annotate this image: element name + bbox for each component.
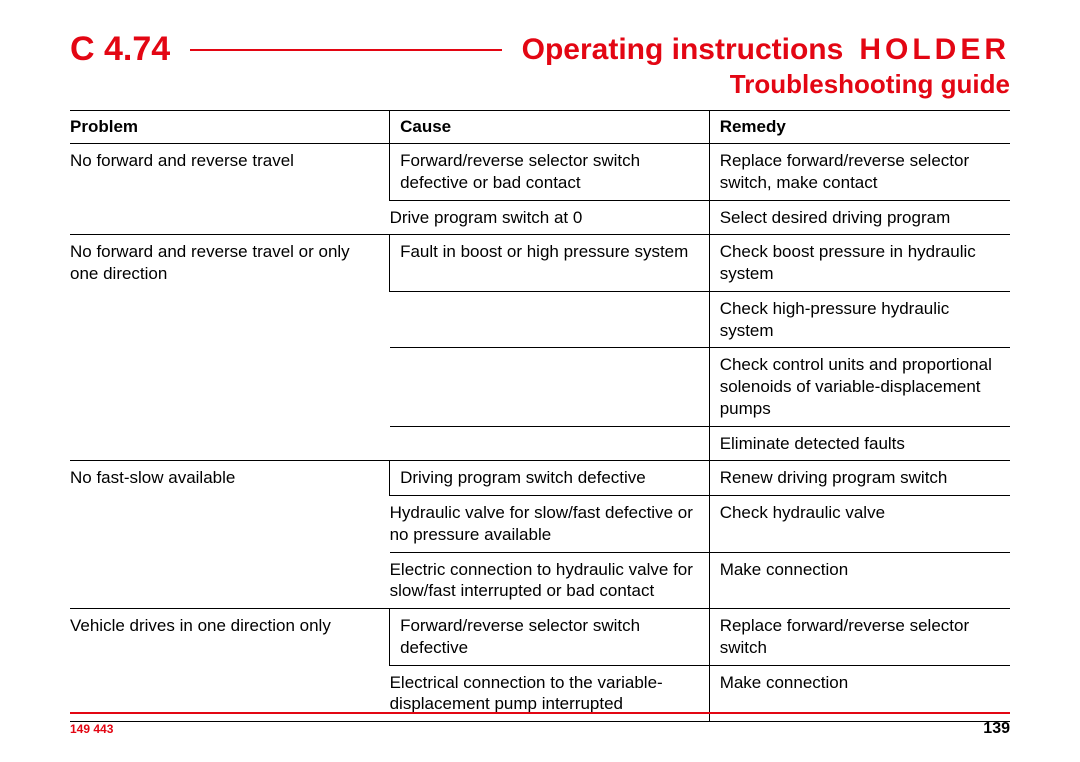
cell-remedy: Check boost pressure in hydraulic system <box>709 235 1010 292</box>
cell-cause <box>390 426 710 461</box>
cell-cause: Hydraulic valve for slow/fast defective … <box>390 496 710 553</box>
cell-cause: Driving program switch defective <box>390 461 710 496</box>
document-id: 149 443 <box>70 722 113 736</box>
cell-remedy: Check control units and proportional sol… <box>709 348 1010 426</box>
table-header-row: Problem Cause Remedy <box>70 111 1010 144</box>
cell-remedy: Check high-pressure hydraulic system <box>709 291 1010 348</box>
table-row: No forward and reverse travelForward/rev… <box>70 144 1010 201</box>
cell-cause: Drive program switch at 0 <box>390 200 710 235</box>
col-remedy: Remedy <box>709 111 1010 144</box>
cell-cause: Forward/reverse selector switch defectiv… <box>390 609 710 666</box>
cell-remedy: Check hydraulic valve <box>709 496 1010 553</box>
footer-rule <box>70 712 1010 714</box>
cell-remedy: Select desired driving program <box>709 200 1010 235</box>
cell-remedy: Renew driving program switch <box>709 461 1010 496</box>
cell-problem: Vehicle drives in one direction only <box>70 609 390 722</box>
cell-problem: No fast-slow available <box>70 461 390 609</box>
cell-cause <box>390 348 710 426</box>
col-problem: Problem <box>70 111 390 144</box>
cell-remedy: Replace forward/reverse selector switch,… <box>709 144 1010 201</box>
table-body: No forward and reverse travelForward/rev… <box>70 144 1010 722</box>
cell-problem: No forward and reverse travel or only on… <box>70 235 390 461</box>
document-code: C 4.74 <box>70 30 190 69</box>
header-title: Operating instructions <box>522 33 844 67</box>
header: C 4.74 Operating instructions HOLDER <box>70 30 1010 69</box>
cell-remedy: Eliminate detected faults <box>709 426 1010 461</box>
header-rule <box>190 49 501 51</box>
cell-problem: No forward and reverse travel <box>70 144 390 235</box>
table-row: Vehicle drives in one direction onlyForw… <box>70 609 1010 666</box>
page-number: 139 <box>983 720 1010 738</box>
cell-remedy: Make connection <box>709 552 1010 609</box>
brand-logo: HOLDER <box>859 33 1010 67</box>
cell-cause: Fault in boost or high pressure system <box>390 235 710 292</box>
cell-cause: Electric connection to hydraulic valve f… <box>390 552 710 609</box>
table-row: No fast-slow availableDriving program sw… <box>70 461 1010 496</box>
cell-remedy: Replace forward/reverse selector switch <box>709 609 1010 666</box>
cell-cause: Forward/reverse selector switch defectiv… <box>390 144 710 201</box>
table-row: No forward and reverse travel or only on… <box>70 235 1010 292</box>
page-subtitle: Troubleshooting guide <box>70 69 1010 100</box>
col-cause: Cause <box>390 111 710 144</box>
header-right: Operating instructions HOLDER <box>522 33 1010 67</box>
footer: 149 443 139 <box>70 712 1010 738</box>
troubleshooting-table: Problem Cause Remedy No forward and reve… <box>70 110 1010 722</box>
cell-cause <box>390 291 710 348</box>
